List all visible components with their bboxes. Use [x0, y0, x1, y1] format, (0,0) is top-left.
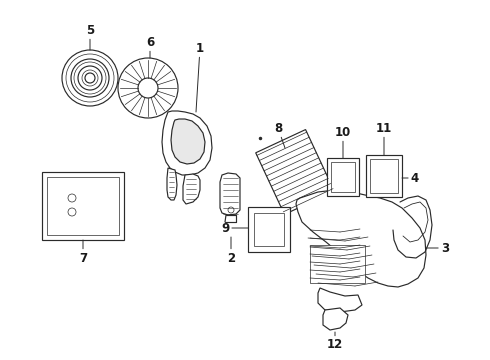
- Circle shape: [138, 78, 158, 98]
- Bar: [248, 207, 290, 252]
- Circle shape: [68, 194, 76, 202]
- Polygon shape: [296, 190, 426, 287]
- Polygon shape: [162, 111, 212, 175]
- Circle shape: [85, 73, 95, 83]
- Text: 8: 8: [274, 122, 285, 148]
- Polygon shape: [220, 173, 240, 215]
- Circle shape: [118, 58, 178, 118]
- Circle shape: [62, 50, 118, 106]
- Polygon shape: [183, 174, 200, 204]
- Polygon shape: [167, 168, 177, 200]
- Text: 12: 12: [327, 332, 343, 351]
- Polygon shape: [256, 130, 334, 215]
- Polygon shape: [323, 308, 348, 330]
- Text: 3: 3: [426, 242, 449, 255]
- Text: 11: 11: [376, 122, 392, 155]
- Text: 4: 4: [402, 171, 419, 184]
- Text: 5: 5: [86, 23, 94, 50]
- Bar: [327, 158, 359, 196]
- Text: 7: 7: [79, 240, 87, 265]
- Bar: [310, 245, 365, 283]
- Circle shape: [78, 66, 102, 90]
- Circle shape: [68, 208, 76, 216]
- Bar: [254, 213, 284, 246]
- Text: 9: 9: [221, 221, 248, 234]
- Bar: [331, 162, 355, 192]
- Bar: [42, 172, 124, 240]
- Text: 10: 10: [335, 126, 351, 158]
- Circle shape: [71, 59, 109, 97]
- Polygon shape: [318, 288, 362, 312]
- Text: 1: 1: [196, 41, 204, 112]
- Bar: [366, 155, 402, 197]
- Bar: [370, 159, 398, 193]
- Text: 6: 6: [146, 36, 154, 58]
- Text: 2: 2: [227, 237, 235, 265]
- Circle shape: [228, 207, 234, 213]
- Bar: [47, 177, 119, 235]
- Polygon shape: [171, 119, 205, 164]
